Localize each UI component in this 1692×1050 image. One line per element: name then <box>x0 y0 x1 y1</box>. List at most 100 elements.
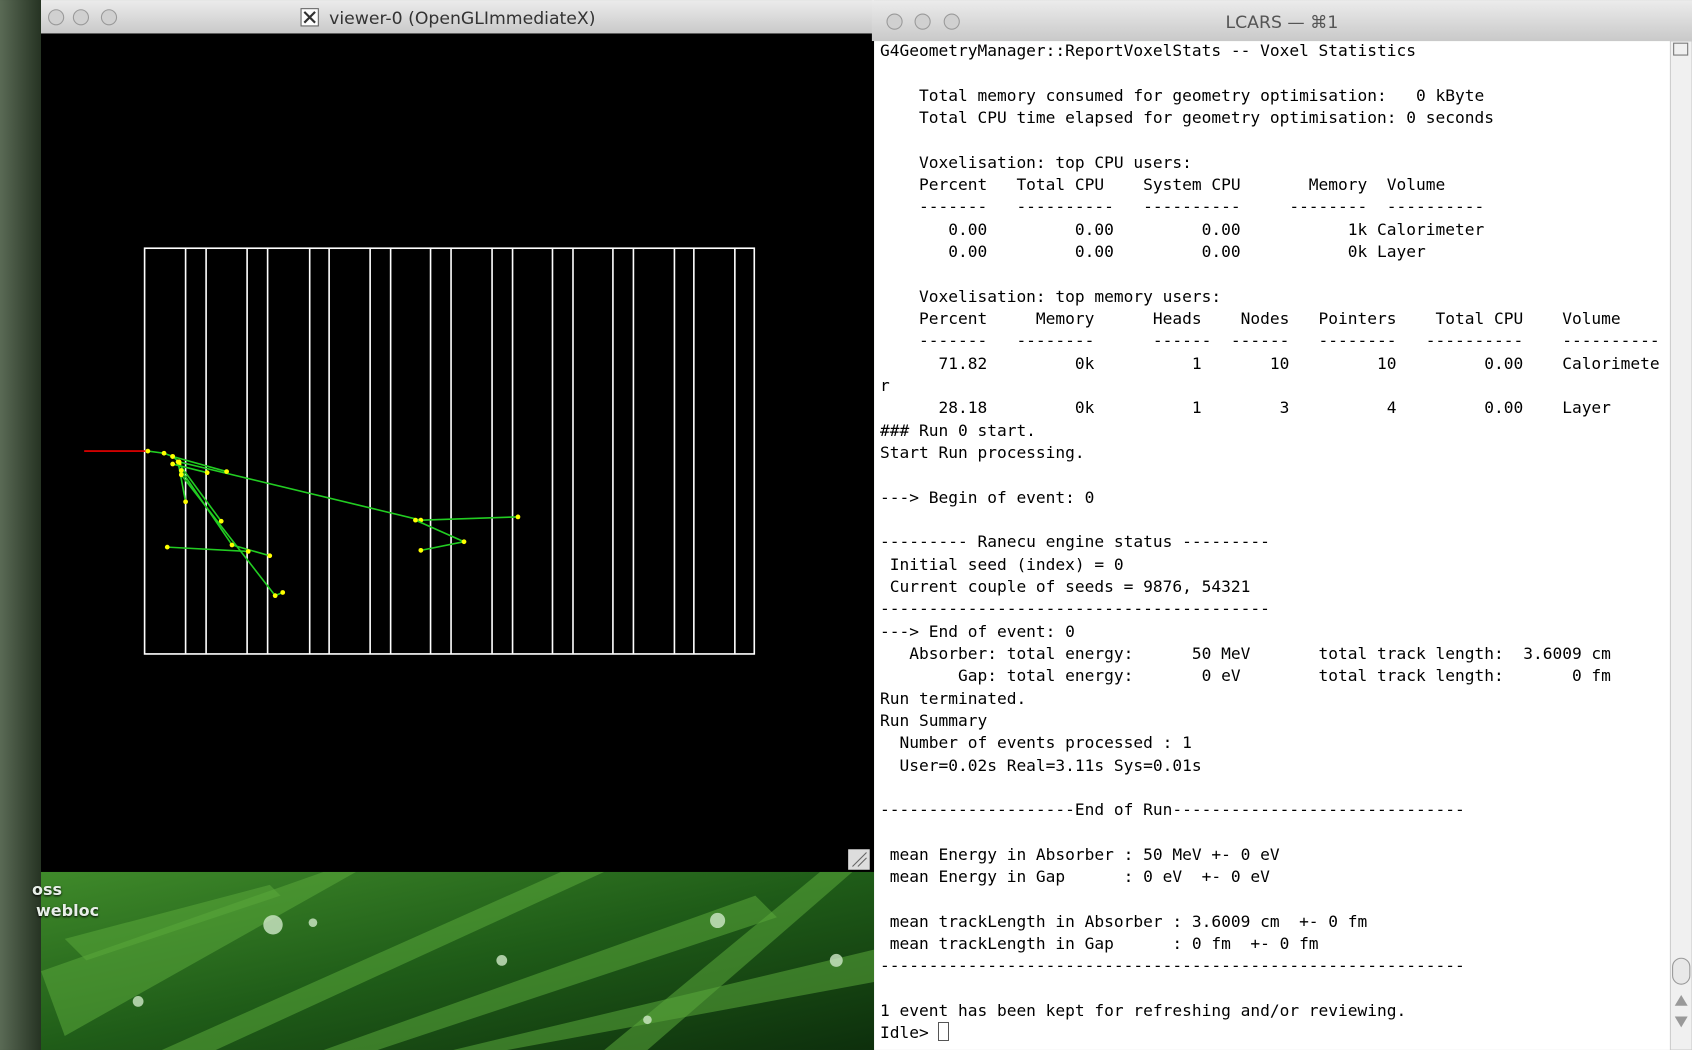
track-step <box>516 515 521 520</box>
output-line: Start Run processing. <box>880 442 1670 464</box>
line-text: ---> End of event: 0 <box>880 622 1075 641</box>
output-line: Total memory consumed for geometry optim… <box>880 85 1670 107</box>
line-text: mean trackLength in Gap : 0 fm +- 0 fm <box>880 934 1319 953</box>
water-drop <box>643 1015 652 1024</box>
scroll-thumb[interactable] <box>1673 958 1690 984</box>
output-block: mean trackLength in Absorber : 3.6009 cm… <box>880 911 1670 978</box>
output-line: Voxelisation: top memory users: <box>880 286 1670 308</box>
output-line: Current couple of seeds = 9876, 54321 <box>880 576 1670 598</box>
water-drop <box>710 913 725 928</box>
output-line: --------------------End of Run----------… <box>880 799 1670 821</box>
track-step <box>224 469 229 474</box>
line-text: mean Energy in Absorber : 50 MeV +- 0 eV <box>880 845 1280 864</box>
output-line: --------- Ranecu engine status --------- <box>880 531 1670 553</box>
line-text: Number of events processed : 1 <box>880 733 1192 752</box>
line-text: 28.18 0k 1 3 4 0.00 Layer <box>880 398 1611 417</box>
output-line: Percent Memory Heads Nodes Pointers Tota… <box>880 308 1670 330</box>
line-text: ---------------------------------------- <box>880 599 1270 618</box>
line-text: Initial seed (index) = 0 <box>880 555 1124 574</box>
line-text: Current couple of seeds = 9876, 54321 <box>880 577 1250 596</box>
output-line: ---------------------------------------- <box>880 598 1670 620</box>
output-block: --------------------End of Run----------… <box>880 799 1670 821</box>
output-block: ---> Begin of event: 0 <box>880 487 1670 509</box>
water-drop <box>309 918 318 927</box>
output-line: G4GeometryManager::ReportVoxelStats -- V… <box>880 40 1670 62</box>
output-line: ### Run 0 start. <box>880 420 1670 442</box>
line-text: 0.00 0.00 0.00 1k Calorimeter <box>880 220 1484 239</box>
output-line: Initial seed (index) = 0 <box>880 554 1670 576</box>
desktop-icon-label[interactable]: webloc <box>36 901 99 920</box>
terminal-title: LCARS — ⌘1 <box>1226 13 1339 33</box>
line-text: Percent Memory Heads Nodes Pointers Tota… <box>880 309 1621 328</box>
output-block: Voxelisation: top memory users: Percent … <box>880 286 1670 465</box>
line-text: User=0.02s Real=3.11s Sys=0.01s <box>880 756 1202 775</box>
output-line: User=0.02s Real=3.11s Sys=0.01s <box>880 755 1670 777</box>
line-text: Voxelisation: top CPU users: <box>880 153 1192 172</box>
output-line: Number of events processed : 1 <box>880 732 1670 754</box>
water-drop <box>263 915 282 934</box>
track-step <box>273 593 278 598</box>
track-step <box>179 468 184 473</box>
output-line: ----------------------------------------… <box>880 955 1670 977</box>
line-text: --------------------End of Run----------… <box>880 800 1465 819</box>
track-step <box>267 553 272 558</box>
track-step <box>280 590 285 595</box>
output-block: G4GeometryManager::ReportVoxelStats -- V… <box>880 40 1670 62</box>
track-step <box>145 449 150 454</box>
track-step <box>162 451 167 456</box>
track-step <box>462 539 467 544</box>
output-line: Run terminated. <box>880 688 1670 710</box>
output-line: Percent Total CPU System CPU Memory Volu… <box>880 174 1670 196</box>
line-text: --------- Ranecu engine status --------- <box>880 532 1270 551</box>
line-text: G4GeometryManager::ReportVoxelStats -- V… <box>880 41 1416 60</box>
close-button[interactable] <box>49 10 64 25</box>
line-text: ### Run 0 start. <box>880 421 1036 440</box>
output-line: r <box>880 375 1670 397</box>
line-text: mean Energy in Gap : 0 eV +- 0 eV <box>880 867 1270 886</box>
line-text: Total CPU time elapsed for geometry opti… <box>880 108 1494 127</box>
minimize-button[interactable] <box>915 14 930 29</box>
track-step <box>183 499 188 504</box>
output-block: mean Energy in Absorber : 50 MeV +- 0 eV… <box>880 844 1670 889</box>
desktop-icon-label[interactable]: oss <box>32 880 62 899</box>
line-text: Absorber: total energy: 50 MeV total tra… <box>880 644 1611 663</box>
close-button[interactable] <box>887 14 902 29</box>
minimize-button[interactable] <box>73 10 88 25</box>
line-text: Percent Total CPU System CPU Memory Volu… <box>880 175 1445 194</box>
track-step <box>179 472 184 477</box>
water-drop <box>496 955 507 966</box>
line-text: ------- ---------- ---------- -------- -… <box>880 197 1484 216</box>
output-line: mean trackLength in Gap : 0 fm +- 0 fm <box>880 933 1670 955</box>
output-line: ---> End of event: 0 <box>880 621 1670 643</box>
output-line: Gap: total energy: 0 eV total track leng… <box>880 665 1670 687</box>
output-line: Total CPU time elapsed for geometry opti… <box>880 107 1670 129</box>
output-line: 0.00 0.00 0.00 0k Layer <box>880 241 1670 263</box>
track-step <box>170 462 175 467</box>
output-block: Total memory consumed for geometry optim… <box>880 85 1670 130</box>
line-text: Idle> <box>880 1023 938 1042</box>
resize-grip[interactable] <box>848 849 870 870</box>
track-step <box>246 549 251 554</box>
line-text: Voxelisation: top memory users: <box>880 287 1221 306</box>
output-line: mean trackLength in Absorber : 3.6009 cm… <box>880 911 1670 933</box>
zoom-button[interactable] <box>101 10 116 25</box>
x11-icon <box>301 9 318 26</box>
output-line: 1 event has been kept for refreshing and… <box>880 1000 1670 1022</box>
line-text: Run terminated. <box>880 689 1026 708</box>
output-line: ------- -------- ------ ------ -------- … <box>880 330 1670 352</box>
output-line: ------- ---------- ---------- -------- -… <box>880 196 1670 218</box>
output-line: Absorber: total energy: 50 MeV total tra… <box>880 643 1670 665</box>
output-block: 1 event has been kept for refreshing and… <box>880 1000 1670 1045</box>
output-block: --------- Ranecu engine status ---------… <box>880 531 1670 777</box>
output-line: 0.00 0.00 0.00 1k Calorimeter <box>880 219 1670 241</box>
line-text: Run Summary <box>880 711 987 730</box>
output-line: Run Summary <box>880 710 1670 732</box>
viewer-title: viewer-0 (OpenGLImmediateX) <box>329 9 595 29</box>
terminal-output: G4GeometryManager::ReportVoxelStats -- V… <box>880 40 1670 1050</box>
line-text: mean trackLength in Absorber : 3.6009 cm… <box>880 912 1367 931</box>
line-text: 0.00 0.00 0.00 0k Layer <box>880 242 1426 261</box>
zoom-button[interactable] <box>944 14 959 29</box>
scrollbar[interactable] <box>1670 41 1692 1050</box>
output-line: ---> Begin of event: 0 <box>880 487 1670 509</box>
output-line: mean Energy in Absorber : 50 MeV +- 0 eV <box>880 844 1670 866</box>
